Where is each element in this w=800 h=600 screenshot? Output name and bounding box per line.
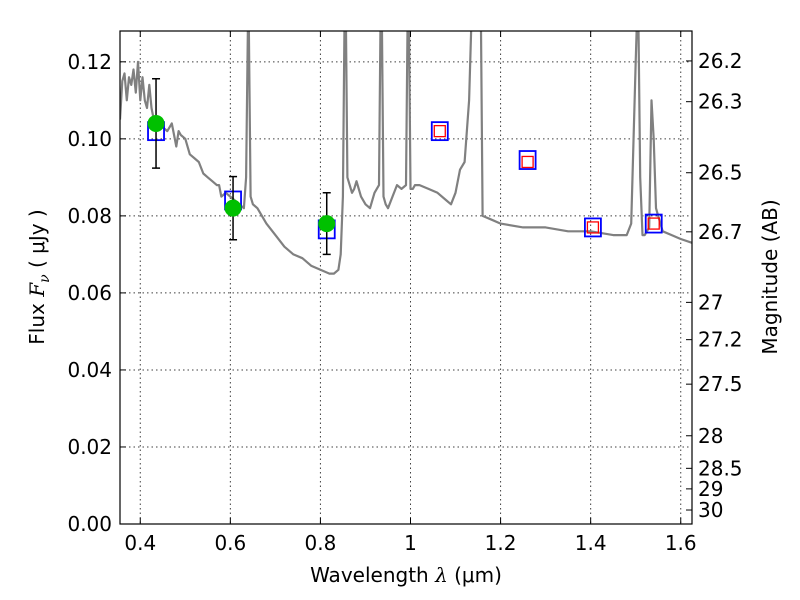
y2-tick-label: 30	[698, 498, 723, 522]
y2-tick-label: 26.3	[698, 90, 743, 114]
x-tick-label: 1.6	[665, 531, 697, 555]
y2-tick-label: 27.5	[698, 372, 743, 396]
model-band-flux-marker	[584, 217, 602, 238]
y2-tick-label: 28.5	[698, 456, 743, 480]
y2-tick-label: 26.2	[698, 49, 743, 73]
model-band-flux-marker	[518, 150, 537, 170]
y-axis-label: Flux Fν ( μJy )	[25, 209, 53, 344]
y2-axis-label: Magnitude (AB)	[758, 199, 782, 354]
y2-tick-label: 27	[698, 290, 723, 314]
y-tick-label: 0.12	[67, 50, 112, 74]
plot-area	[120, 31, 692, 275]
y-tick-label: 0.00	[67, 512, 112, 536]
predicted-band-flux-marker	[433, 124, 446, 138]
predicted-band-flux-marker	[521, 155, 534, 169]
predicted-band-flux-marker	[586, 221, 600, 234]
y2-tick-label: 28	[698, 424, 723, 448]
x-tick-label: 0.8	[305, 531, 337, 555]
x-tick-label: 1.4	[575, 531, 607, 555]
plot-frame	[119, 30, 693, 525]
model-band-flux-marker	[644, 213, 663, 234]
observed-point	[224, 199, 242, 217]
y-tick-label: 0.10	[67, 127, 112, 151]
y-tick-label: 0.04	[67, 358, 112, 382]
y2-tick-label: 26.5	[698, 161, 743, 185]
x-tick-label: 0.6	[214, 531, 246, 555]
axis-ticks: 0.4 0.6 0.8 1 1.2 1.4 1.6 0.00 0.02 0.04 0.06 0.08 0…	[67, 31, 743, 555]
model-band-flux-marker	[430, 121, 449, 142]
y-tick-label: 0.08	[67, 204, 112, 228]
model-spectrum-line	[120, 31, 692, 275]
x-tick-label: 0.4	[124, 531, 156, 555]
y-tick-label: 0.06	[67, 281, 112, 305]
x-tick-label: 1.2	[485, 531, 517, 555]
y2-tick-label: 29	[698, 477, 723, 501]
x-tick-label: 1	[404, 531, 417, 555]
predicted-band-flux-marker	[647, 217, 660, 230]
y2-tick-label: 27.2	[698, 328, 743, 352]
observed-point	[318, 215, 336, 233]
y2-tick-label: 26.7	[698, 220, 743, 244]
y-tick-label: 0.02	[67, 435, 112, 459]
observed-point	[147, 114, 165, 132]
x-axis-label: Wavelength λ (μm)	[310, 563, 502, 587]
